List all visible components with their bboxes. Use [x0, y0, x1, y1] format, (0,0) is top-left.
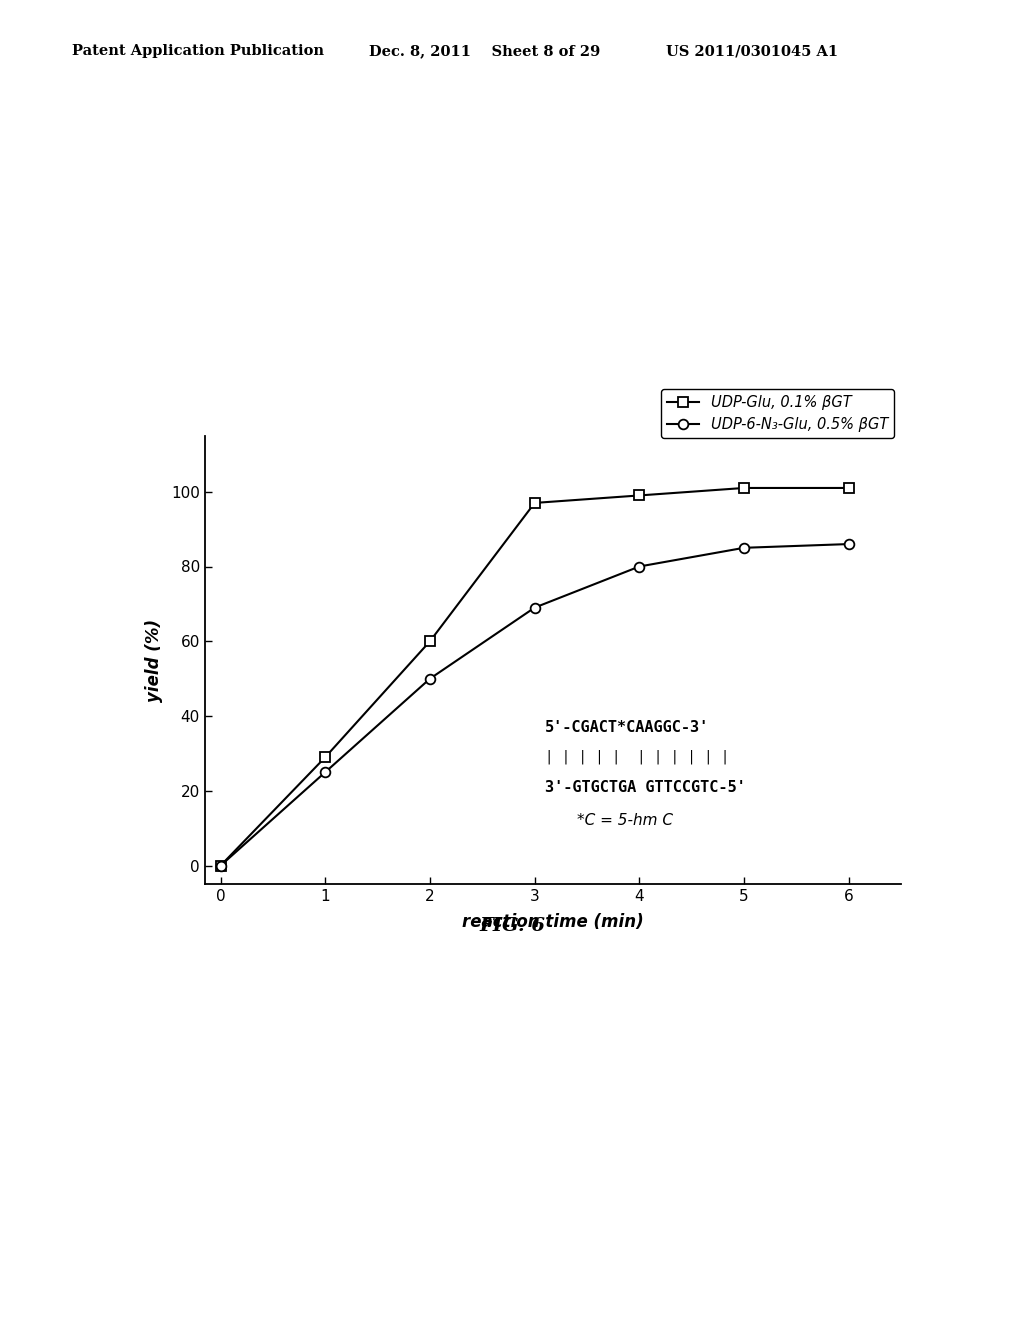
UDP-6-N₃-Glu, 0.5% βGT: [424, 671, 436, 686]
Line: UDP-Glu, 0.1% βGT: UDP-Glu, 0.1% βGT: [216, 483, 854, 871]
Text: Dec. 8, 2011    Sheet 8 of 29: Dec. 8, 2011 Sheet 8 of 29: [369, 45, 600, 58]
Legend: UDP-Glu, 0.1% βGT, UDP-6-N₃-Glu, 0.5% βGT: UDP-Glu, 0.1% βGT, UDP-6-N₃-Glu, 0.5% βG…: [662, 389, 894, 438]
UDP-6-N₃-Glu, 0.5% βGT: [214, 858, 226, 874]
UDP-6-N₃-Glu, 0.5% βGT: [633, 558, 645, 574]
X-axis label: reaction time (min): reaction time (min): [462, 912, 644, 931]
UDP-Glu, 0.1% βGT: [528, 495, 541, 511]
UDP-6-N₃-Glu, 0.5% βGT: [528, 599, 541, 615]
UDP-Glu, 0.1% βGT: [214, 858, 226, 874]
UDP-Glu, 0.1% βGT: [843, 480, 855, 496]
UDP-6-N₃-Glu, 0.5% βGT: [738, 540, 751, 556]
UDP-Glu, 0.1% βGT: [319, 750, 332, 766]
Text: US 2011/0301045 A1: US 2011/0301045 A1: [666, 45, 838, 58]
Text: 3'-GTGCTGA GTTCCGTC-5': 3'-GTGCTGA GTTCCGTC-5': [545, 780, 745, 795]
UDP-Glu, 0.1% βGT: [424, 634, 436, 649]
Y-axis label: yield (%): yield (%): [144, 619, 163, 701]
Text: FIG. 6: FIG. 6: [479, 916, 545, 935]
Text: | | | | |  | | | | | |: | | | | | | | | | | |: [545, 750, 729, 764]
UDP-6-N₃-Glu, 0.5% βGT: [319, 764, 332, 780]
Text: 5'-CGACT*CAAGGC-3': 5'-CGACT*CAAGGC-3': [545, 719, 710, 735]
UDP-6-N₃-Glu, 0.5% βGT: [843, 536, 855, 552]
UDP-Glu, 0.1% βGT: [633, 487, 645, 503]
Text: Patent Application Publication: Patent Application Publication: [72, 45, 324, 58]
Line: UDP-6-N₃-Glu, 0.5% βGT: UDP-6-N₃-Glu, 0.5% βGT: [216, 539, 854, 871]
UDP-Glu, 0.1% βGT: [738, 480, 751, 496]
Text: *C = 5-hm C: *C = 5-hm C: [577, 813, 673, 829]
